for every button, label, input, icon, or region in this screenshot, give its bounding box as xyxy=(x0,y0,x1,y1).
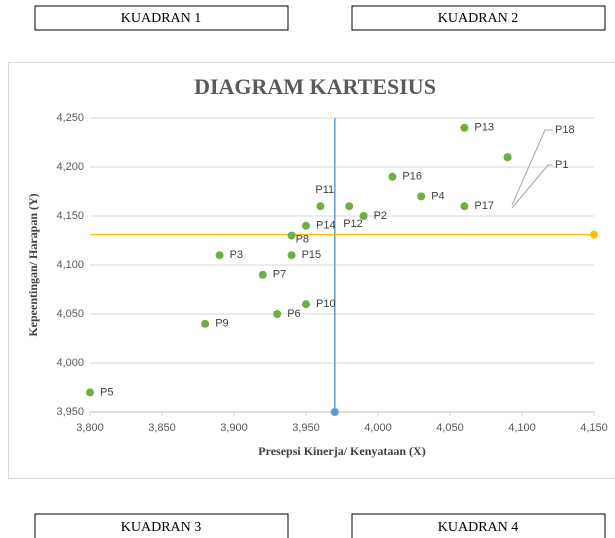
point-label: P18 xyxy=(555,124,575,136)
point xyxy=(417,192,426,201)
point-label: P1 xyxy=(555,159,568,171)
y-tick-label: 4,200 xyxy=(56,161,84,173)
point xyxy=(359,212,368,220)
quadrant-label: KUADRAN 4 xyxy=(438,520,519,535)
point xyxy=(460,123,469,132)
point-label: P10 xyxy=(316,298,336,310)
point xyxy=(273,310,282,318)
x-tick-label: 4,050 xyxy=(436,422,464,434)
x-tick-label: 3,850 xyxy=(148,422,176,434)
point-label: P13 xyxy=(474,122,494,134)
point xyxy=(460,202,469,211)
x-axis-label: Presepsi Kinerja/ Kenyataan (X) xyxy=(258,444,425,458)
point xyxy=(345,202,354,211)
quadrant-label: KUADRAN 2 xyxy=(438,11,519,26)
leader-line xyxy=(511,164,553,209)
point-label: P11 xyxy=(315,184,334,196)
point-label: P12 xyxy=(343,218,363,230)
y-tick-label: 4,050 xyxy=(56,308,84,320)
y-tick-label: 4,100 xyxy=(56,259,84,271)
quadrant-box xyxy=(34,513,289,538)
y-axis-label: Kepeentingan/ Harapan (Y) xyxy=(26,193,40,336)
point xyxy=(86,388,94,397)
point-label: P5 xyxy=(100,386,113,398)
point-label: P7 xyxy=(273,269,286,281)
point-label: P9 xyxy=(215,318,228,330)
quadrant-label: KUADRAN 1 xyxy=(121,11,202,26)
y-tick-label: 3,950 xyxy=(56,406,84,418)
point-label: P16 xyxy=(402,171,422,183)
chart-title: DIAGRAM KARTESIUS xyxy=(194,74,436,99)
x-tick-label: 3,900 xyxy=(220,422,248,434)
point-label: P4 xyxy=(431,190,444,202)
x-tick-label: 4,150 xyxy=(580,422,608,434)
point xyxy=(287,251,296,260)
point-label: P6 xyxy=(287,308,300,320)
chart-frame xyxy=(8,62,615,479)
point xyxy=(388,172,397,181)
mean-y-point xyxy=(590,230,598,239)
leader-line xyxy=(511,129,553,206)
y-tick-label: 4,000 xyxy=(56,357,84,369)
point-label: P15 xyxy=(302,249,322,261)
point-label: P14 xyxy=(316,220,336,232)
x-tick-label: 4,100 xyxy=(508,422,536,434)
point-label: P2 xyxy=(374,210,387,222)
point xyxy=(287,231,296,240)
point xyxy=(316,202,325,211)
quadrant-box xyxy=(34,5,289,31)
x-tick-label: 3,950 xyxy=(292,422,320,434)
x-tick-label: 3,800 xyxy=(76,422,104,434)
point-label: P17 xyxy=(474,200,494,212)
quadrant-label: KUADRAN 3 xyxy=(121,520,202,535)
point xyxy=(258,270,267,279)
y-tick-label: 4,150 xyxy=(56,210,84,222)
point-label: P3 xyxy=(230,249,243,261)
mean-x-point xyxy=(330,408,339,416)
point xyxy=(302,300,310,309)
y-tick-label: 4,250 xyxy=(56,112,84,124)
quadrant-box xyxy=(351,5,606,31)
quadrant-box xyxy=(351,513,606,538)
point xyxy=(201,319,210,328)
point xyxy=(215,251,224,260)
point xyxy=(302,221,310,230)
x-tick-label: 4,000 xyxy=(364,422,392,434)
point-label: P8 xyxy=(296,234,309,246)
point xyxy=(503,153,512,162)
